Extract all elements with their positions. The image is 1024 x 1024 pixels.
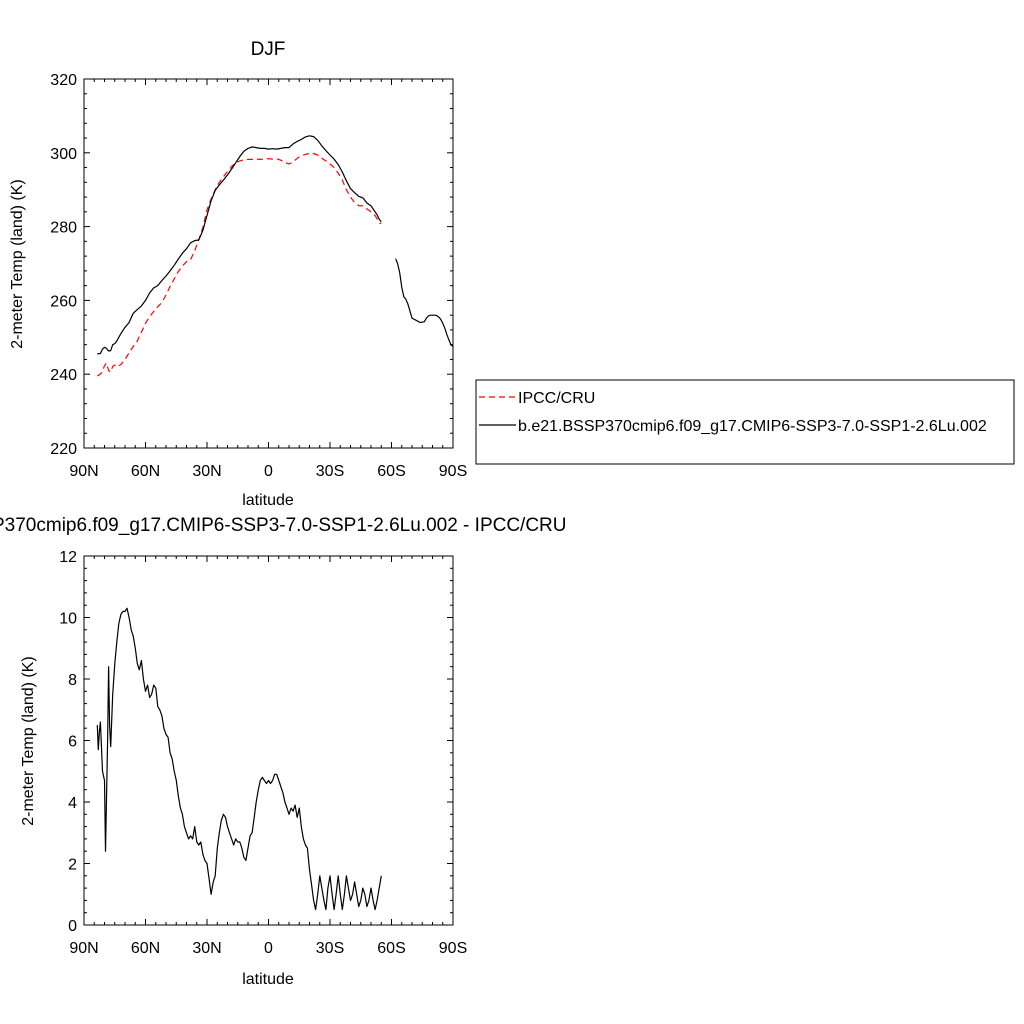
plot-frame	[83, 78, 454, 449]
difference-panel: P370cmip6.f09_g17.CMIP6-SSP3-7.0-SSP1-2.…	[0, 515, 567, 988]
y-tick-label: 320	[50, 72, 77, 89]
y-tick-label: 280	[50, 220, 77, 237]
y-tick-label: 12	[59, 549, 77, 566]
legend: IPCC/CRU b.e21.BSSP370cmip6.f09_g17.CMIP…	[475, 379, 1015, 465]
series-layer	[96, 607, 382, 911]
legend-label-model: b.e21.BSSP370cmip6.f09_g17.CMIP6-SSP3-7.…	[518, 418, 987, 435]
series-layer	[96, 135, 454, 377]
y-tick-label: 4	[68, 795, 77, 812]
series-line-1-segment-1	[395, 258, 454, 347]
panel-title: DJF	[251, 39, 286, 60]
y-tick-label: 260	[50, 293, 77, 310]
x-tick-label: 60N	[131, 940, 160, 957]
x-tick-label: 30N	[192, 463, 221, 480]
y-tick-label: 10	[59, 611, 77, 628]
series-line-1-segment-0	[97, 135, 382, 355]
panel-title-difference: P370cmip6.f09_g17.CMIP6-SSP3-7.0-SSP1-2.…	[0, 515, 567, 536]
axis-ticks	[83, 555, 454, 926]
y-tick-label: 220	[50, 441, 77, 458]
x-tick-label: 60N	[131, 463, 160, 480]
x-tick-label: 60S	[377, 463, 405, 480]
temperature-panel: DJF 90N 60N 30N 0 30S 60S 90S 220 240 260 280 300 32…	[9, 39, 467, 509]
legend-label-ipcc-cru: IPCC/CRU	[518, 390, 595, 407]
x-axis-title: latitude	[242, 492, 294, 509]
x-tick-label: 90S	[439, 940, 467, 957]
y-tick-label: 240	[50, 367, 77, 384]
y-axis-title: 2-meter Temp (land) (K)	[9, 179, 26, 349]
x-axis-title: latitude	[242, 971, 294, 988]
x-tick-label: 60S	[377, 940, 405, 957]
x-tick-label: 30S	[316, 463, 344, 480]
y-tick-label: 8	[68, 672, 77, 689]
series-line-0-segment-0	[96, 607, 382, 911]
x-tick-label: 90N	[69, 463, 98, 480]
x-tick-label: 90S	[439, 463, 467, 480]
x-tick-label: 30N	[192, 940, 221, 957]
tick-labels: 90N 60N 30N 0 30S 60S 90S 220 240 260 280 300 320	[50, 72, 467, 480]
legend-box	[475, 379, 1015, 465]
plot-frame	[83, 555, 454, 926]
series-line-0-segment-0	[96, 152, 382, 377]
y-tick-label: 6	[68, 734, 77, 751]
tick-labels: 90N 60N 30N 0 30S 60S 90S 0 2 4 6 8 10 12	[59, 549, 467, 957]
x-tick-label: 0	[264, 940, 273, 957]
x-tick-label: 90N	[69, 940, 98, 957]
x-tick-label: 30S	[316, 940, 344, 957]
x-tick-label: 0	[264, 463, 273, 480]
y-tick-label: 300	[50, 146, 77, 163]
y-tick-label: 0	[68, 918, 77, 935]
y-axis-title: 2-meter Temp (land) (K)	[20, 656, 37, 826]
y-tick-label: 2	[68, 857, 77, 874]
